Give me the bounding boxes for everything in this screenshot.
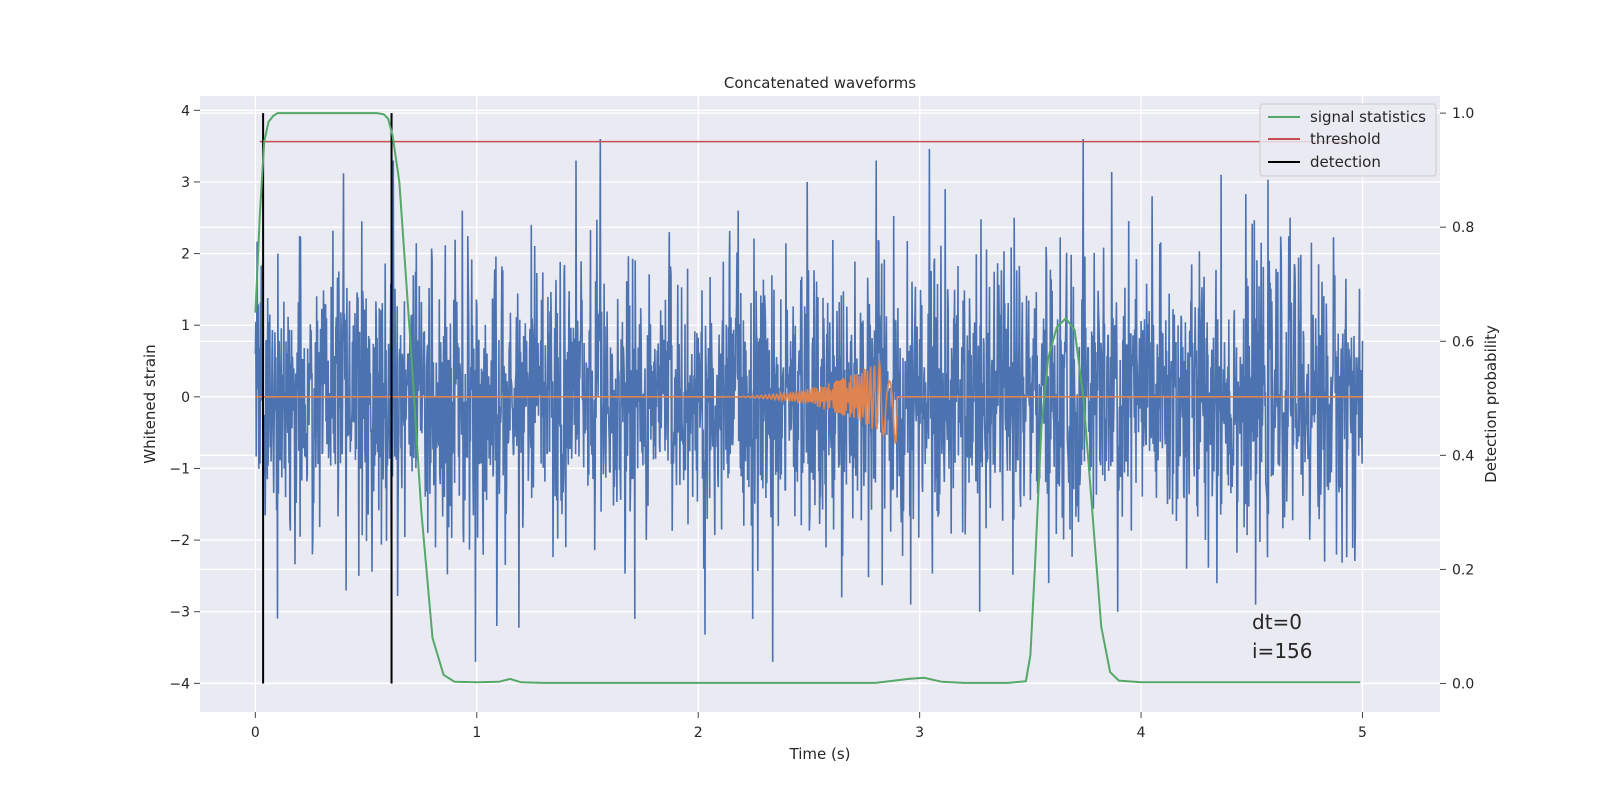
y-left-tick-label: 2 [181, 247, 190, 263]
legend-label-signal-statistics: signal statistics [1310, 108, 1426, 126]
legend-label-threshold: threshold [1310, 130, 1381, 148]
legend: signal statistics threshold detection [1259, 103, 1437, 177]
x-tick-label: 5 [1358, 725, 1367, 741]
legend-frame [1259, 103, 1437, 177]
y-right-tick-label: 0.4 [1452, 448, 1474, 464]
x-tick-label: 3 [915, 725, 924, 741]
y-right-tick-label: 0.2 [1452, 562, 1474, 578]
annotation-dt: dt=0 [1252, 610, 1302, 634]
y-right-tick-label: 0.6 [1452, 334, 1474, 350]
y-right-tick-label: 0.8 [1452, 220, 1474, 236]
x-tick-label: 4 [1137, 725, 1146, 741]
y-left-tick-label: −1 [169, 461, 190, 477]
x-axis-label: Time (s) [789, 745, 851, 763]
series-signal-statistics [254, 112, 1361, 684]
legend-label-detection: detection [1310, 153, 1381, 171]
y-axis-right: 0.0 0.2 0.4 0.6 0.8 1.0 [1440, 106, 1474, 692]
y-right-tick-label: 0.0 [1452, 676, 1474, 692]
y-right-tick-label: 1.0 [1452, 106, 1474, 122]
y-left-tick-label: 0 [181, 390, 190, 406]
series-layer [254, 112, 1364, 684]
x-tick-label: 0 [251, 725, 260, 741]
y-left-tick-label: −3 [169, 605, 190, 621]
series-whitened-noise [254, 138, 1364, 662]
y-left-tick-label: −4 [169, 676, 190, 692]
series-chirp [255, 360, 1363, 445]
annotation-index: i=156 [1252, 639, 1313, 663]
x-tick-label: 1 [472, 725, 481, 741]
annotation-box: dt=0 i=156 [1252, 610, 1313, 663]
y-left-tick-label: 1 [181, 318, 190, 334]
y-axis-left-label: Whitened strain [141, 344, 159, 463]
x-axis: 0 1 2 3 4 5 [251, 712, 1367, 741]
y-left-tick-label: 4 [181, 103, 190, 119]
y-axis-right-label: Detection probability [1482, 325, 1500, 483]
y-left-tick-label: 3 [181, 175, 190, 191]
y-axis-left: −4 −3 −2 −1 0 1 2 3 4 [169, 103, 200, 692]
x-tick-label: 2 [694, 725, 703, 741]
y-left-tick-label: −2 [169, 533, 190, 549]
chart-title: Concatenated waveforms [724, 74, 916, 92]
